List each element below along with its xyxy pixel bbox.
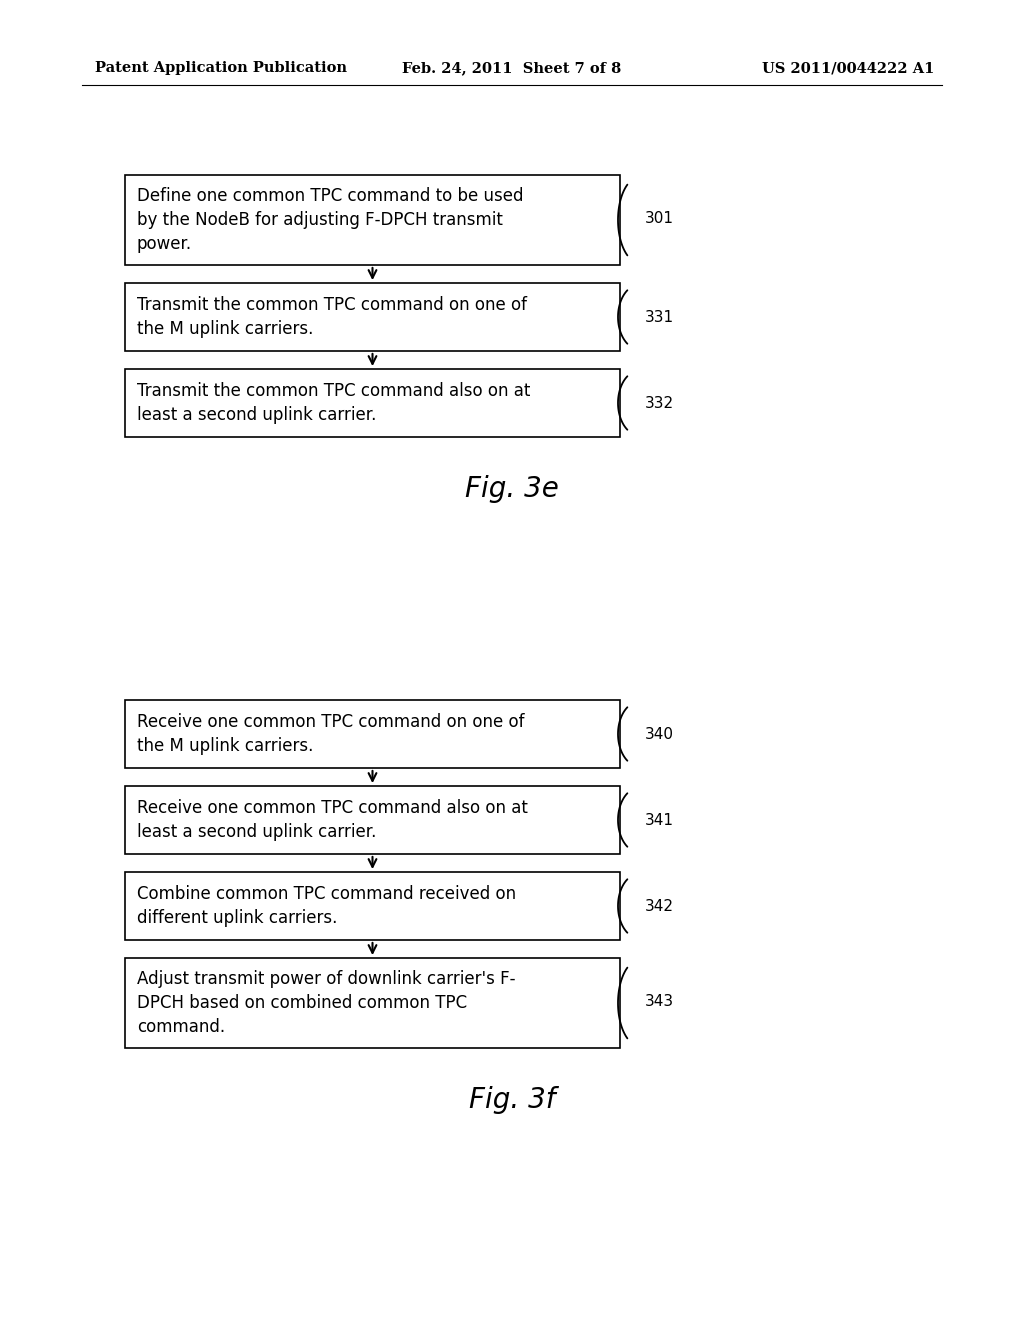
Bar	[125, 700, 620, 768]
Text: 331: 331	[645, 310, 674, 325]
Text: 332: 332	[645, 396, 674, 412]
Text: Define one common TPC command to be used
by the NodeB for adjusting F-DPCH trans: Define one common TPC command to be used…	[137, 187, 523, 252]
Text: Fig. 3e: Fig. 3e	[465, 475, 559, 503]
Text: Transmit the common TPC command on one of
the M uplink carriers.: Transmit the common TPC command on one o…	[137, 296, 527, 338]
Bar	[125, 370, 620, 437]
Text: 342: 342	[645, 899, 674, 915]
Bar	[125, 958, 620, 1048]
Text: 301: 301	[645, 211, 674, 226]
Text: Adjust transmit power of downlink carrier's F-
DPCH based on combined common TPC: Adjust transmit power of downlink carrie…	[137, 970, 515, 1036]
Text: Feb. 24, 2011  Sheet 7 of 8: Feb. 24, 2011 Sheet 7 of 8	[402, 61, 622, 75]
Text: 341: 341	[645, 813, 674, 828]
Bar	[125, 282, 620, 351]
Text: 343: 343	[645, 994, 674, 1008]
Text: Receive one common TPC command also on at
least a second uplink carrier.: Receive one common TPC command also on a…	[137, 799, 528, 841]
Text: 340: 340	[645, 727, 674, 742]
Text: Receive one common TPC command on one of
the M uplink carriers.: Receive one common TPC command on one of…	[137, 713, 524, 755]
Text: Patent Application Publication: Patent Application Publication	[95, 61, 347, 75]
Text: Transmit the common TPC command also on at
least a second uplink carrier.: Transmit the common TPC command also on …	[137, 383, 530, 424]
Text: Fig. 3f: Fig. 3f	[469, 1086, 555, 1114]
Text: US 2011/0044222 A1: US 2011/0044222 A1	[762, 61, 934, 75]
Text: Combine common TPC command received on
different uplink carriers.: Combine common TPC command received on d…	[137, 886, 516, 927]
Bar	[125, 785, 620, 854]
Bar	[125, 873, 620, 940]
Bar	[125, 176, 620, 265]
